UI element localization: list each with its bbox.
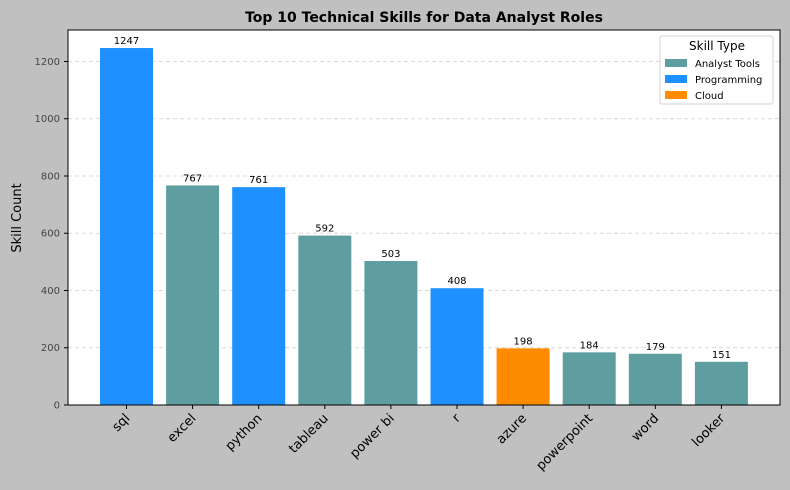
y-axis-label: Skill Count [10,183,25,252]
bar-powerpoint [562,352,616,405]
x-axis-ticks: sql excel python tableau power bi r azure power… [110,405,729,474]
legend-entry: Analyst Tools [695,59,760,70]
data-label: 503 [381,249,400,260]
x-tick-label: looker [689,411,728,450]
x-tick-label: powerpoint [534,411,596,473]
legend-swatch [665,59,687,67]
x-tick-label: python [223,411,266,454]
data-label: 151 [712,350,731,361]
legend-swatch [665,91,687,99]
legend: Skill Type Analyst Tools Programming Cloud [659,35,774,105]
bar-excel [166,185,220,405]
y-tick-label: 600 [41,229,60,240]
data-label: 184 [580,340,599,351]
data-labels: 1247 767 761 592 503 408 198 184 179 151 [114,36,731,361]
x-tick-label: word [629,411,662,444]
plot-frame [67,29,781,406]
y-tick-label: 800 [41,171,60,182]
legend-swatch [665,75,687,83]
x-tick-label: azure [494,411,530,447]
x-tick-label: excel [165,411,200,446]
bars [100,48,748,405]
bar-r [430,288,484,405]
y-tick-label: 1200 [35,57,60,68]
y-tick-label: 200 [41,343,60,354]
data-label: 767 [183,173,202,184]
y-tick-label: 400 [41,286,60,297]
bar-looker [694,361,748,405]
legend-entry: Cloud [695,91,724,102]
legend-title: Skill Type [689,39,745,53]
bar-tableau [298,235,352,405]
data-label: 761 [249,175,268,186]
legend-entry: Programming [695,75,762,86]
legend-box [659,35,774,105]
bar-azure [496,348,550,405]
data-label: 198 [514,336,533,347]
bar-word [628,353,682,405]
y-axis-ticks: 0 200 400 600 800 1000 1200 [35,57,68,412]
bar-power-bi [364,261,418,405]
data-label: 408 [447,276,466,287]
y-tick-label: 0 [54,401,60,412]
y-tick-label: 1000 [35,114,60,125]
chart-title: Top 10 Technical Skills for Data Analyst… [245,10,603,26]
x-tick-label: sql [110,411,134,435]
x-tick-label: tableau [286,411,331,456]
data-label: 592 [315,224,334,235]
bar-python [232,187,286,405]
x-tick-label: power bi [347,411,397,461]
data-label: 179 [646,342,665,353]
x-tick-label: r [449,411,464,426]
data-label: 1247 [114,36,139,47]
bar-sql [100,48,153,405]
